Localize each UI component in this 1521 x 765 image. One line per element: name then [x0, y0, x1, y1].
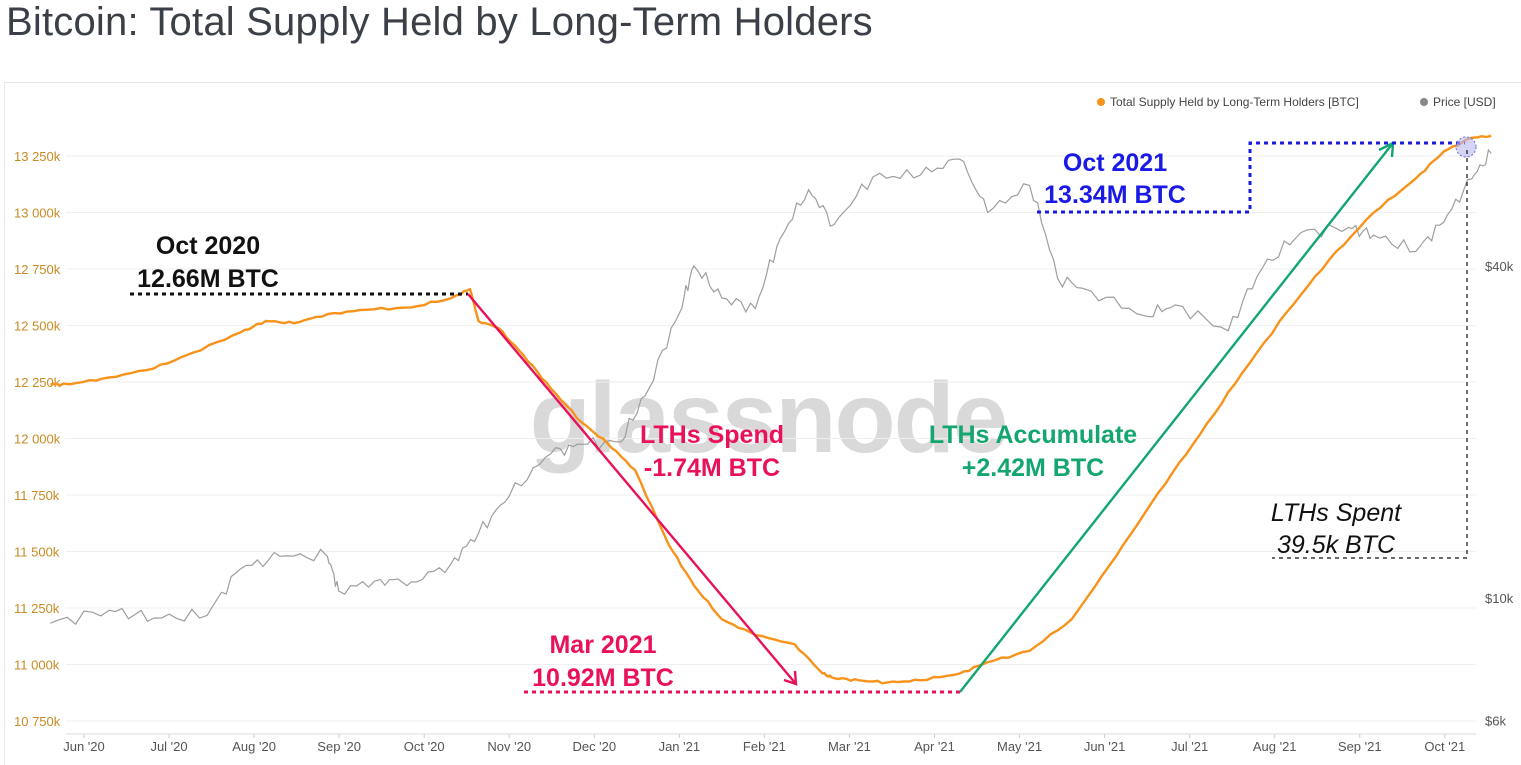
peak-highlight-circle — [1455, 136, 1477, 158]
anno-mar2021-line2: 10.92M BTC — [532, 664, 674, 692]
x-tick-label: Jul '21 — [1171, 739, 1208, 754]
y-left-tick-label: 13 000k — [14, 206, 61, 221]
legend-price-swatch[interactable] — [1420, 98, 1428, 106]
y-left-tick-label: 13 250k — [14, 149, 61, 164]
watermark-logo: glassnode — [530, 362, 1007, 474]
series-price-line — [50, 148, 1492, 626]
y-left-tick-label: 12 500k — [14, 319, 61, 334]
anno-mar2021-line1: Mar 2021 — [549, 631, 656, 659]
x-tick-label: Nov '20 — [487, 739, 531, 754]
x-tick-label: Jul '20 — [150, 739, 187, 754]
anno-accumulate-line1: LTHs Accumulate — [929, 421, 1137, 449]
anno-spent-line2: 39.5k BTC — [1277, 531, 1396, 559]
x-tick-label: Dec '20 — [572, 739, 616, 754]
spend-arrowhead — [783, 670, 798, 686]
y-axis-left: 10 750k 11 000k 11 250k 11 500k 11 750k 12 00… — [14, 149, 61, 729]
x-tick-label: Jan '21 — [659, 739, 701, 754]
x-tick-label: Mar '21 — [828, 739, 871, 754]
anno-oct2020-line1: Oct 2020 — [156, 232, 260, 260]
x-axis: Jun '20 Jul '20 Aug '20 Sep '20 Oct '20 Nov '… — [63, 733, 1476, 754]
x-tick-label: May '21 — [997, 739, 1042, 754]
anno-spend-line1: LTHs Spend — [640, 421, 784, 449]
anno-spend-line2: -1.74M BTC — [644, 454, 780, 482]
y-right-tick-label: $10k — [1485, 591, 1514, 606]
annotation-graphics — [130, 136, 1477, 694]
x-tick-label: Oct '20 — [404, 739, 445, 754]
legend-supply-swatch[interactable] — [1097, 98, 1105, 106]
x-tick-label: Sep '21 — [1338, 739, 1382, 754]
anno-spent-line1: LTHs Spent — [1271, 499, 1402, 527]
y-axis-right: $6k $10k $40k — [1485, 259, 1514, 728]
anno-oct2020-line2: 12.66M BTC — [137, 265, 279, 293]
accumulate-arrow — [959, 142, 1394, 693]
anno-accumulate-line2: +2.42M BTC — [962, 454, 1104, 482]
x-tick-label: Jun '21 — [1084, 739, 1126, 754]
y-left-tick-label: 11 500k — [14, 545, 60, 560]
y-right-tick-label: $40k — [1485, 259, 1514, 274]
annotation-texts: Oct 2020 12.66M BTC LTHs Spend -1.74M BT… — [137, 149, 1402, 692]
y-left-tick-label: 12 000k — [14, 432, 61, 447]
series-supply-line — [50, 134, 1492, 685]
y-left-tick-label: 10 750k — [14, 714, 61, 729]
y-left-tick-label: 11 750k — [14, 488, 60, 503]
x-tick-label: Apr '21 — [914, 739, 955, 754]
page-title: Bitcoin: Total Supply Held by Long-Term … — [6, 0, 873, 44]
x-tick-label: Aug '20 — [232, 739, 276, 754]
x-tick-label: Jun '20 — [63, 739, 105, 754]
spent-dashed-bracket — [1272, 150, 1468, 559]
y-left-tick-label: 12 750k — [14, 262, 61, 277]
x-tick-label: Oct '21 — [1424, 739, 1465, 754]
legend: Total Supply Held by Long-Term Holders [… — [1097, 95, 1496, 109]
legend-price-label[interactable]: Price [USD] — [1433, 95, 1496, 109]
x-tick-label: Aug '21 — [1253, 739, 1297, 754]
spend-arrow — [467, 293, 797, 685]
y-right-tick-label: $6k — [1485, 713, 1506, 728]
chart-frame — [4, 82, 1521, 765]
x-tick-label: Feb '21 — [743, 739, 786, 754]
y-left-tick-label: 12 250k — [14, 375, 61, 390]
oct2021-dotted-bracket — [1037, 141, 1465, 214]
anno-oct2021-line2: 13.34M BTC — [1044, 181, 1186, 209]
y-left-tick-label: 11 250k — [14, 601, 60, 616]
y-left-tick-label: 11 000k — [14, 658, 60, 673]
legend-supply-label[interactable]: Total Supply Held by Long-Term Holders [… — [1110, 95, 1359, 109]
x-tick-label: Sep '20 — [317, 739, 361, 754]
anno-oct2021-line1: Oct 2021 — [1063, 149, 1167, 177]
